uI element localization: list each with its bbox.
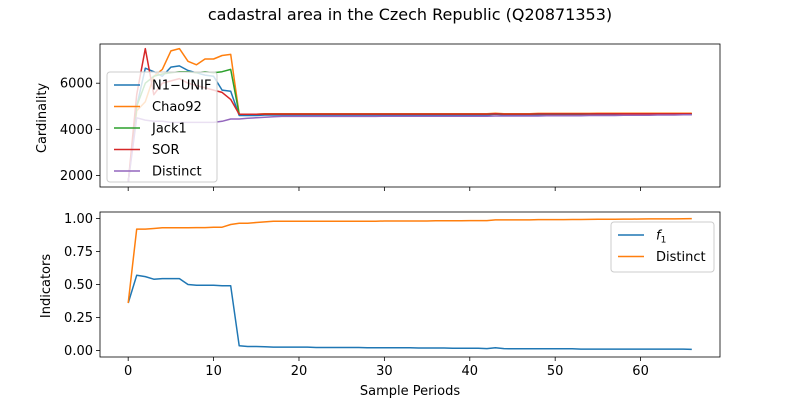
bottom-ylabel: Indicators <box>39 254 54 318</box>
y-tick-label: 1.00 <box>64 212 93 227</box>
legend-entry: Jack1 <box>151 122 187 137</box>
x-tick-label: 60 <box>632 364 649 379</box>
y-tick-label: 6000 <box>60 77 93 92</box>
legend-entry: Chao92 <box>152 100 202 115</box>
x-tick-label: 40 <box>462 364 479 379</box>
legend-entry: f1 <box>656 229 666 246</box>
series-line-distinct <box>127 217 692 304</box>
legend-box <box>106 71 218 183</box>
legend-entry: Distinct <box>152 165 202 180</box>
bottom-axis-ticks: 0.00 0.25 0.50 0.75 1.00 0 10 20 30 40 50 60 <box>64 212 649 379</box>
bottom-axes-frame <box>99 211 721 358</box>
legend-entry: N1−UNIF <box>152 79 211 94</box>
bottom-xlabel: Sample Periods <box>360 384 460 399</box>
x-tick-label: 50 <box>547 364 564 379</box>
bottom-legend: f1 Distinct <box>610 221 715 273</box>
y-tick-label: 0.00 <box>64 344 93 359</box>
top-ylabel: Cardinality <box>35 83 50 154</box>
series-line-f1 <box>127 274 692 351</box>
legend-entry: Distinct <box>656 250 706 265</box>
figure-title: cadastral area in the Czech Republic (Q2… <box>208 5 612 24</box>
top-legend: N1−UNIF Chao92 Jack1 SOR Distinct <box>106 71 218 183</box>
top-axis-ticks: 2000 4000 6000 <box>60 77 641 191</box>
x-tick-label: 10 <box>205 364 222 379</box>
series-line-distinct <box>127 114 692 183</box>
x-tick-label: 20 <box>291 364 308 379</box>
x-tick-label: 30 <box>376 364 393 379</box>
indicators-panel: Indicators Sample Periods 0.000.250.500.… <box>39 211 721 399</box>
y-tick-label: 0.25 <box>64 311 93 326</box>
y-tick-label: 4000 <box>60 123 93 138</box>
x-tick-label: 0 <box>124 364 132 379</box>
cardinality-panel: Cardinality 2000 4000 6000 N1−UNIF Chao92 Ja… <box>35 43 721 191</box>
top-series-lines <box>127 47 692 183</box>
bottom-series-lines <box>127 217 692 351</box>
legend-entry: SOR <box>152 143 180 158</box>
y-tick-label: 0.50 <box>64 278 93 293</box>
series-line-sor <box>127 47 692 183</box>
y-tick-label: 0.75 <box>64 245 93 260</box>
top-axes-frame <box>99 43 721 188</box>
y-tick-label: 2000 <box>60 169 93 184</box>
series-line-n1-unif <box>127 65 692 183</box>
